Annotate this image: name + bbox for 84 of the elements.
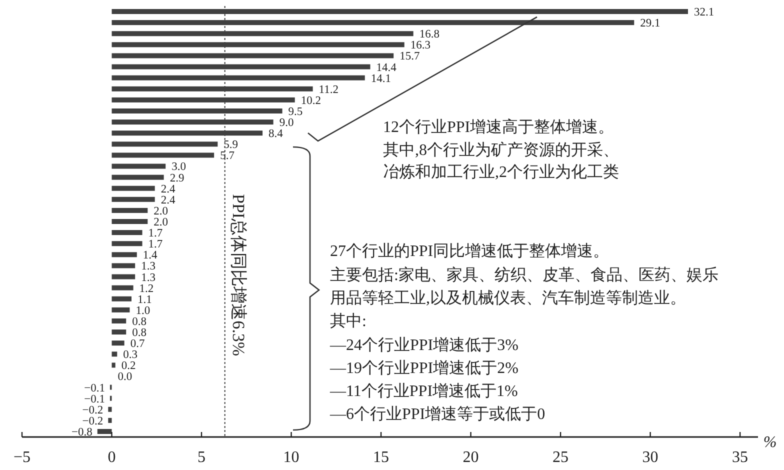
bar [112, 352, 118, 357]
bar [112, 285, 134, 290]
data-label: 1.1 [138, 294, 152, 306]
data-label: 5.7 [220, 150, 235, 162]
data-label: −0.2 [82, 404, 104, 416]
data-label: 0.3 [123, 349, 138, 362]
annotation: 其中: [330, 312, 366, 330]
data-label: 0.7 [130, 338, 145, 350]
data-label: 2.0 [154, 216, 168, 228]
x-tick-label: 15 [373, 449, 390, 466]
bar [112, 263, 136, 268]
ref-line-label: PPI总体同比增速6.3% [228, 194, 248, 356]
data-label: −0.1 [84, 382, 106, 394]
data-label: 1.2 [139, 282, 154, 295]
data-label: 0.8 [132, 316, 147, 328]
bar [112, 164, 166, 169]
x-tick-label: 20 [462, 449, 479, 466]
x-tick-label: 30 [642, 449, 658, 466]
data-label: 1.0 [136, 304, 150, 317]
bar [108, 406, 112, 412]
x-tick-label: 5 [198, 449, 206, 466]
data-label: 0.8 [132, 327, 147, 340]
data-label: 9.0 [279, 117, 294, 130]
x-axis-title: % [763, 434, 777, 451]
bar [112, 152, 214, 158]
data-label: 1.4 [142, 250, 158, 262]
bar [112, 208, 148, 213]
data-label: 0.0 [118, 371, 132, 384]
annotation: —19个行业PPI增速低于2% [329, 359, 518, 377]
bar [112, 274, 136, 280]
bar [112, 186, 155, 191]
bar [112, 307, 130, 312]
bar [112, 174, 164, 180]
data-label: 10.2 [300, 94, 322, 107]
bar [112, 340, 124, 346]
data-label: 2.4 [160, 194, 176, 206]
data-label: 2.9 [170, 172, 184, 184]
x-tick-label: 35 [732, 449, 748, 466]
bar [97, 428, 112, 434]
data-label: 14.1 [370, 72, 392, 85]
data-label: 1.3 [141, 272, 156, 284]
annotation: 冶炼和加工行业,2个行业为化工类 [383, 163, 619, 181]
annotation: 27个行业的PPI同比增速低于整体增速。 [330, 242, 610, 260]
bar [112, 330, 126, 335]
annotation: 12个行业PPI增速高于整体增速。 [383, 118, 614, 136]
data-label: 15.7 [400, 50, 420, 63]
bar [112, 252, 137, 258]
data-label: 3.0 [172, 161, 186, 174]
data-label: 14.4 [376, 62, 397, 74]
x-tick-label: −5 [13, 449, 31, 466]
data-label: 1.7 [148, 238, 163, 251]
annotation: 用品等轻工业,以及机械仪表、汽车制造等制造业。 [330, 289, 686, 307]
x-tick-label: 0 [108, 449, 116, 466]
bar [112, 241, 142, 246]
data-label: 1.3 [141, 260, 156, 273]
bar [112, 230, 142, 236]
data-label: 32.1 [694, 6, 714, 19]
bar [108, 418, 112, 423]
bar [112, 296, 132, 302]
annotation: 主要包括:家电、家具、纺织、皮革、食品、医药、娱乐 [330, 266, 718, 284]
data-label: 2.0 [154, 205, 168, 218]
x-tick-label: 25 [552, 449, 569, 466]
data-label: 16.8 [419, 28, 440, 41]
data-label: 0.2 [121, 360, 136, 372]
bar [112, 142, 218, 147]
data-label: 2.4 [160, 183, 176, 196]
data-label: 11.2 [318, 84, 339, 96]
data-label: 29.1 [640, 18, 661, 30]
data-label: −0.8 [72, 426, 93, 438]
data-label: 8.4 [268, 128, 284, 140]
bar [112, 318, 126, 324]
bar [112, 219, 148, 224]
x-tick-label: 10 [283, 449, 300, 466]
data-label: 9.5 [288, 106, 303, 118]
annotation: —6个行业PPI增速等于或低于0 [329, 405, 546, 423]
data-label: −0.2 [82, 415, 104, 428]
annotation: —24个行业PPI增速低于3% [329, 336, 518, 354]
annotation: —11个行业PPI增速低于1% [329, 382, 518, 400]
annotation: 其中,8个行业为矿产资源的开采、 [383, 141, 619, 159]
data-label: 1.7 [148, 228, 163, 240]
data-label: 16.3 [410, 40, 431, 52]
bar [112, 362, 116, 368]
bar [112, 196, 155, 202]
data-label: −0.1 [84, 393, 106, 406]
